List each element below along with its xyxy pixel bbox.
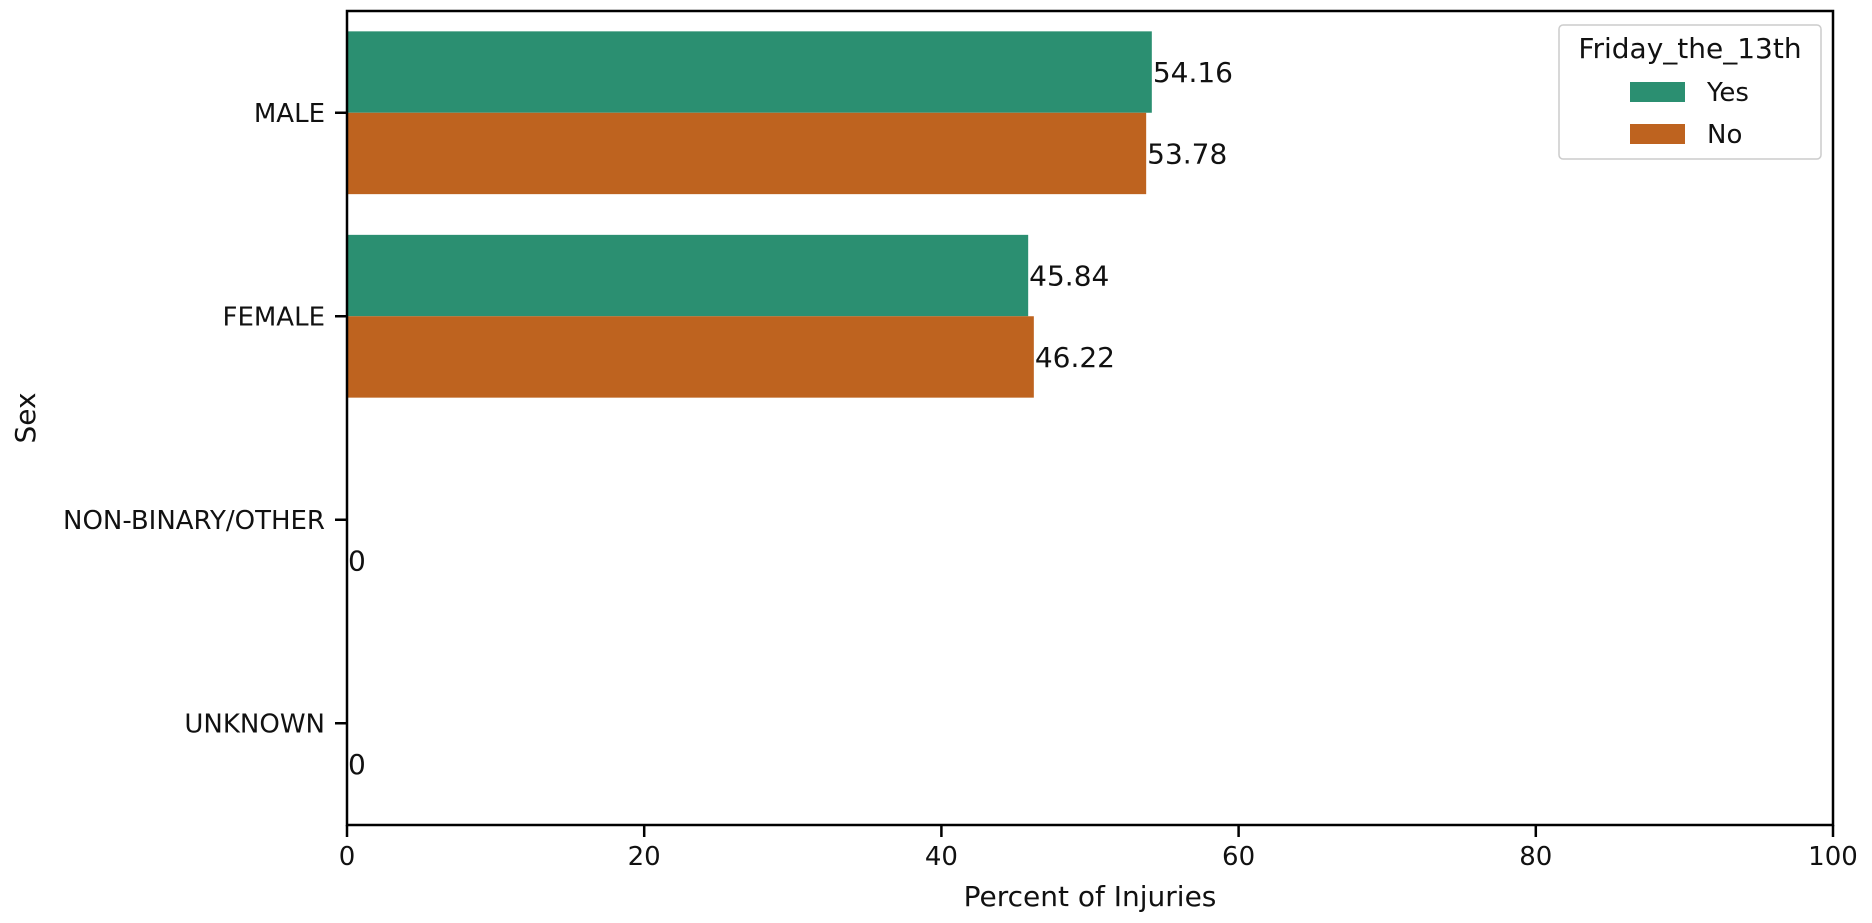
bars-group	[347, 31, 1152, 398]
x-tick-label: 0	[339, 842, 356, 872]
x-axis-title: Percent of Injuries	[964, 880, 1217, 913]
legend: Friday_the_13th Yes No	[1558, 24, 1822, 160]
bar-no-female	[347, 316, 1034, 398]
legend-label-no: No	[1707, 120, 1742, 150]
x-tick-label: 40	[925, 842, 958, 872]
legend-title: Friday_the_13th	[1578, 32, 1801, 65]
data-label: 45.84	[1029, 260, 1109, 293]
y-tick-label: UNKNOWN	[184, 709, 325, 739]
bar-no-male	[347, 112, 1147, 195]
x-tick-label: 80	[1519, 842, 1552, 872]
data-label: 0	[348, 748, 366, 781]
bar-yes-female	[347, 234, 1029, 317]
bar-yes-male	[347, 31, 1152, 113]
x-axis: 0 20 40 60 80 100	[339, 825, 1858, 872]
y-tick-label: FEMALE	[222, 302, 325, 332]
x-tick-label: 100	[1808, 842, 1858, 872]
y-axis: MALE FEMALE NON-BINARY/OTHER UNKNOWN	[63, 99, 347, 739]
legend-swatch-no	[1630, 124, 1685, 144]
y-tick-label: MALE	[254, 99, 325, 129]
data-label: 0	[348, 544, 366, 577]
y-axis-title: Sex	[9, 392, 42, 443]
data-label: 53.78	[1147, 137, 1227, 170]
legend-box	[1558, 24, 1822, 160]
data-labels-group: 54.16 53.78 45.84 46.22 0 0	[348, 56, 1233, 781]
legend-swatch-yes	[1630, 82, 1685, 102]
x-tick-label: 20	[628, 842, 661, 872]
plot-frame	[345, 9, 1835, 827]
legend-label-yes: Yes	[1706, 78, 1749, 108]
data-label: 54.16	[1153, 56, 1233, 89]
data-label: 46.22	[1035, 341, 1115, 374]
x-tick-label: 60	[1222, 842, 1255, 872]
y-tick-label: NON-BINARY/OTHER	[63, 506, 325, 536]
